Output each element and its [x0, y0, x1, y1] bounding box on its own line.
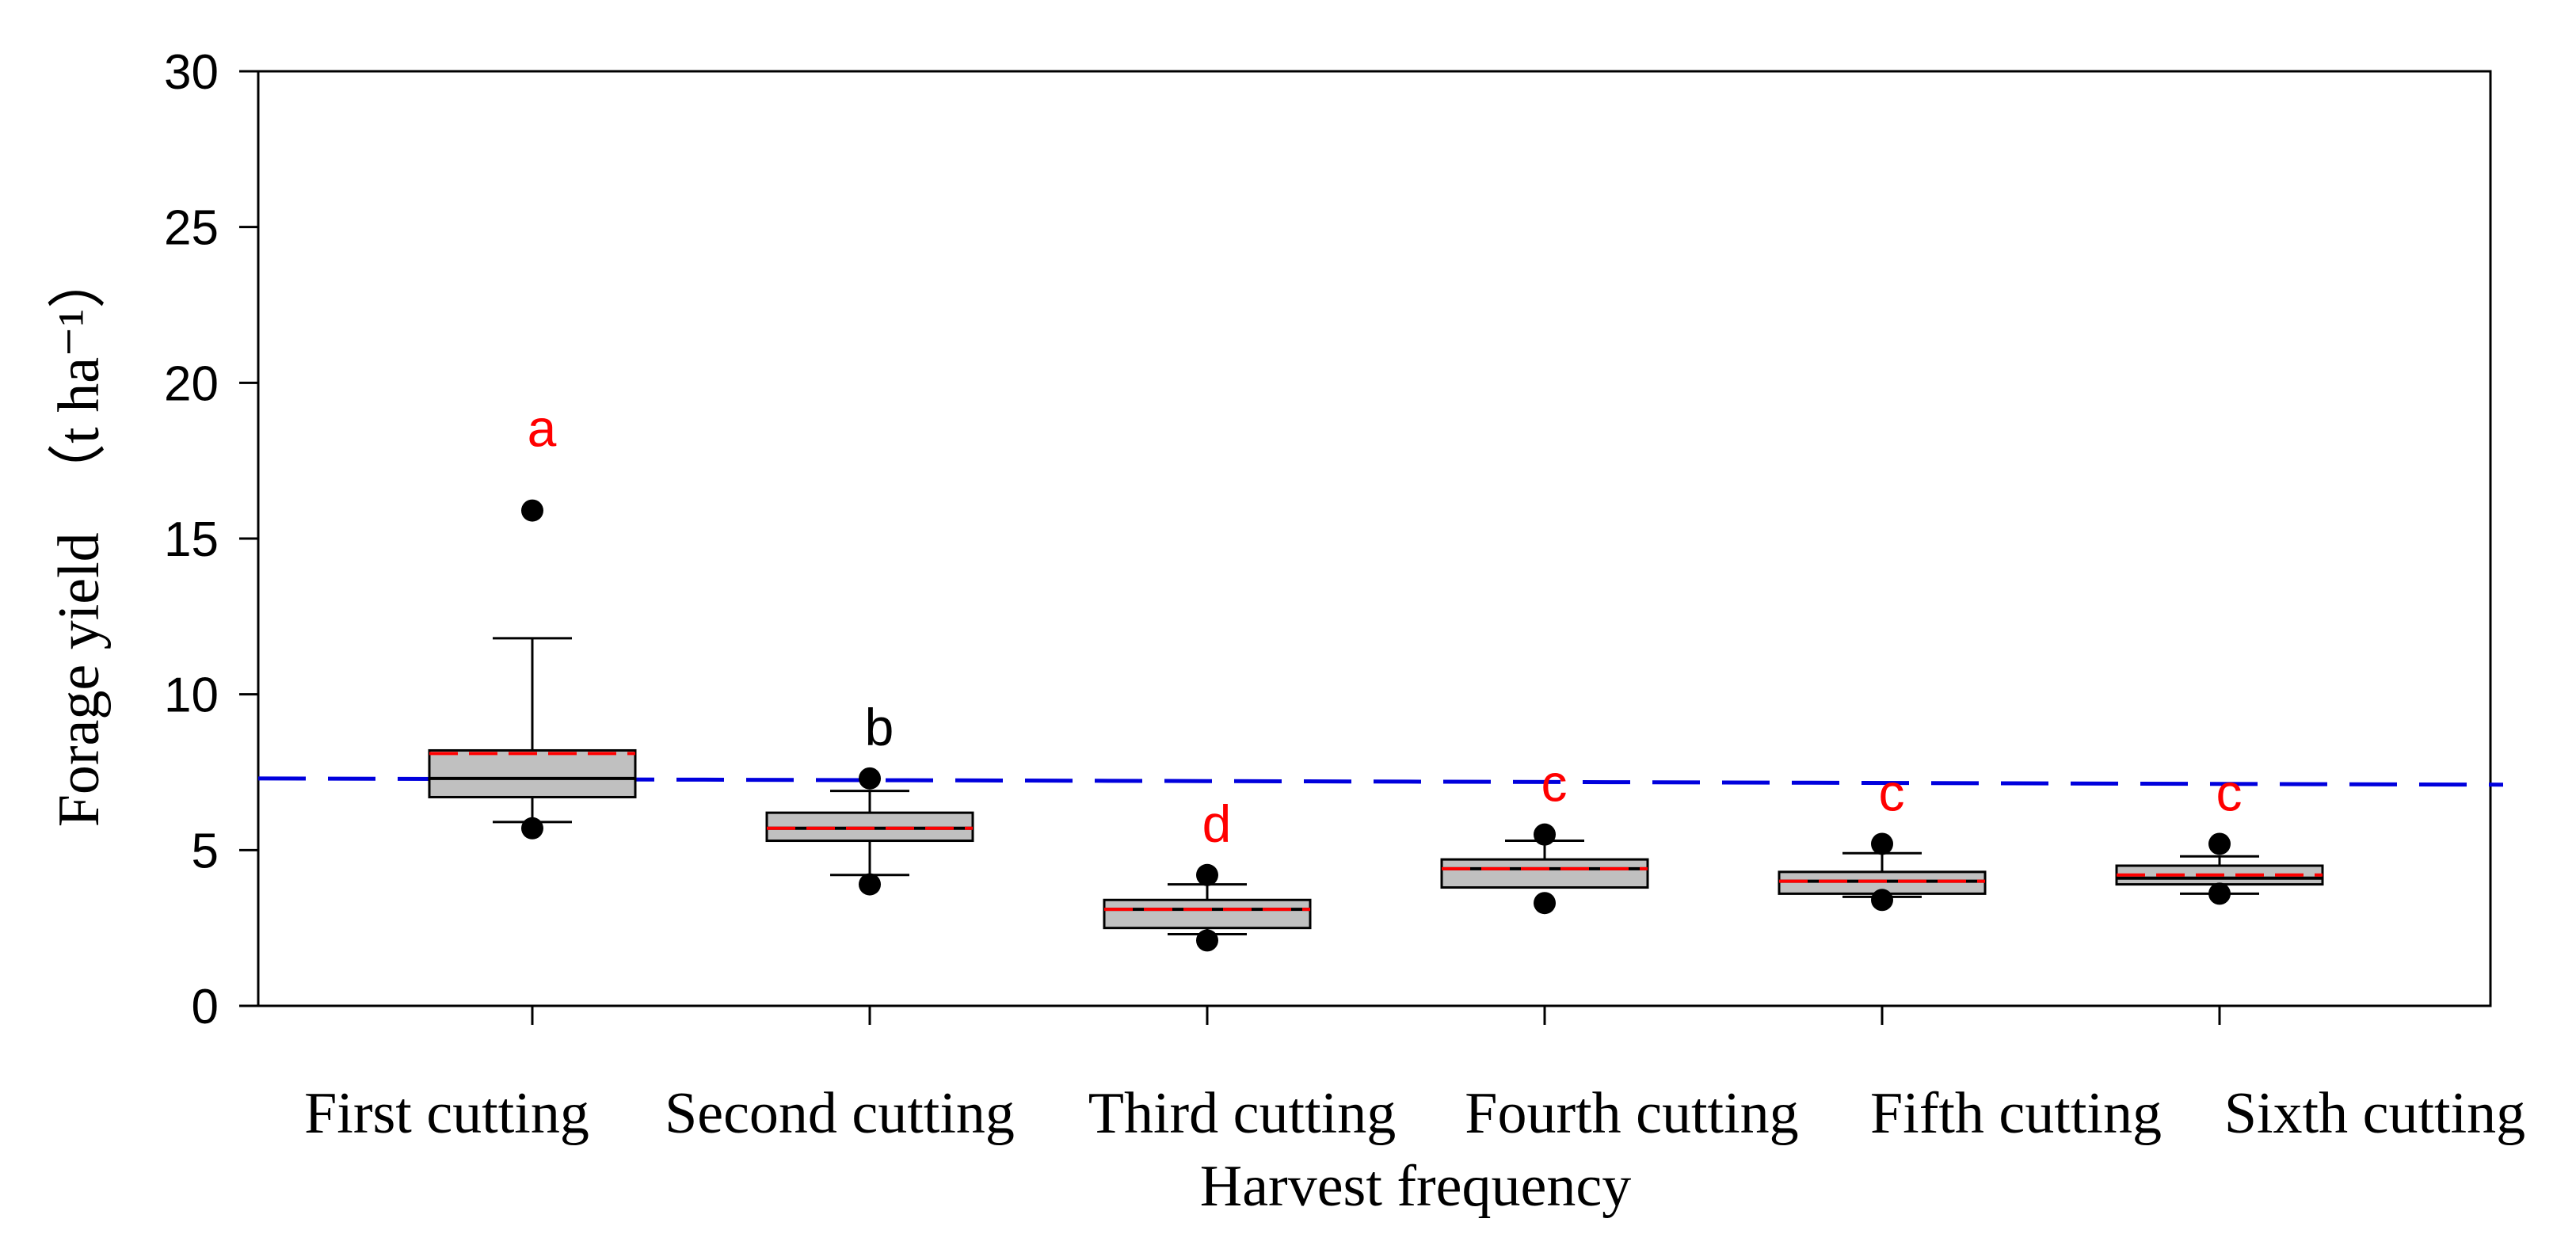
outlier-point — [521, 499, 543, 522]
y-tick-label: 10 — [164, 668, 219, 723]
box-group: d — [1103, 794, 1312, 952]
outlier-point — [859, 873, 881, 896]
significance-letter: b — [865, 698, 894, 756]
y-tick-label: 0 — [192, 980, 219, 1034]
y-tick-label: 30 — [164, 45, 219, 100]
box-group: c — [1778, 763, 1987, 912]
box-group: c — [1440, 754, 1649, 915]
x-category-label: Third cutting — [1088, 1081, 1396, 1146]
x-category-label: First cutting — [304, 1081, 589, 1146]
significance-letter: c — [1541, 754, 1568, 813]
x-category-label: Sixth cutting — [2224, 1081, 2525, 1146]
outlier-point — [2208, 832, 2231, 855]
outlier-point — [1534, 892, 1556, 915]
svg-text:Forage yield （t ha⁻¹）: Forage yield （t ha⁻¹） — [47, 250, 112, 828]
x-category-label: Second cutting — [665, 1081, 1015, 1146]
box-iqr — [1103, 898, 1312, 930]
y-tick-label: 5 — [192, 824, 219, 878]
y-axis-title: Forage yield （t ha⁻¹） — [47, 250, 112, 828]
box-iqr — [1440, 858, 1649, 889]
outlier-point — [1196, 863, 1218, 886]
boxes-layer: a b d c c c — [428, 398, 2324, 952]
box-group: c — [2115, 763, 2324, 905]
y-tick-label: 15 — [164, 512, 219, 567]
outlier-point — [859, 767, 881, 790]
x-category-label: Fifth cutting — [1870, 1081, 2162, 1146]
box-group: a — [428, 398, 637, 840]
significance-letter: a — [528, 398, 557, 457]
outlier-point — [1871, 889, 1893, 912]
y-axis-title-unit: （t ha⁻¹） — [47, 250, 112, 502]
y-axis-title-text: Forage yield — [47, 532, 112, 827]
y-axis: 0 5 10 15 20 25 30 — [164, 45, 258, 1034]
significance-letter: c — [1879, 763, 1905, 821]
x-axis-title: Harvest frequency — [1200, 1154, 1631, 1219]
box-iqr — [428, 748, 637, 798]
outlier-point — [521, 817, 543, 840]
box-group: b — [765, 698, 974, 896]
x-category-label: Fourth cutting — [1465, 1081, 1798, 1146]
significance-letter: c — [2216, 763, 2243, 821]
outlier-point — [1196, 929, 1218, 952]
x-axis: First cutting Second cutting Third cutting… — [304, 1006, 2525, 1146]
outlier-point — [1871, 832, 1893, 855]
y-tick-label: 20 — [164, 356, 219, 411]
significance-letter: d — [1202, 794, 1232, 853]
outlier-point — [2208, 882, 2231, 905]
outlier-point — [1534, 823, 1556, 846]
y-tick-label: 25 — [164, 201, 219, 256]
